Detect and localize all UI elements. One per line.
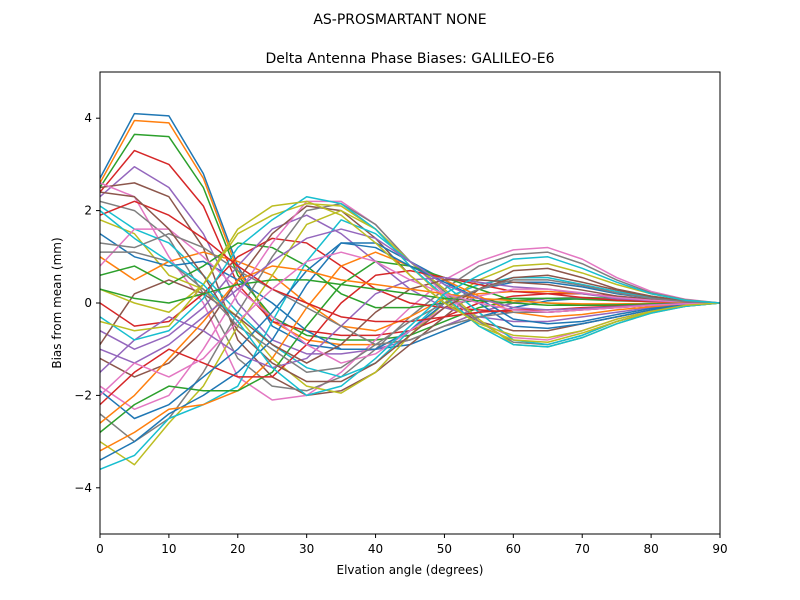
series-line-27 (100, 228, 720, 364)
x-tick-label: 10 (161, 542, 176, 556)
x-tick-label: 40 (368, 542, 383, 556)
x-tick-label: 90 (712, 542, 727, 556)
x-tick-label: 20 (230, 542, 245, 556)
series-line-31 (100, 242, 720, 420)
x-tick-label: 70 (575, 542, 590, 556)
series-line-40 (100, 210, 720, 397)
series-line-36 (100, 191, 720, 383)
y-tick-label: −2 (74, 388, 92, 402)
y-tick-label: −4 (74, 481, 92, 495)
y-axis-label: Bias from mean (mm) (50, 237, 64, 368)
x-tick-label: 50 (437, 542, 452, 556)
y-tick-label: 0 (84, 296, 92, 310)
series-line-33 (100, 279, 720, 307)
series-line-37 (100, 251, 720, 396)
series-line-24 (100, 269, 720, 406)
y-tick-label: 4 (84, 111, 92, 125)
chart-title: Delta Antenna Phase Biases: GALILEO-E6 (265, 51, 554, 67)
y-axis: −4 −2 0 2 4 (74, 111, 100, 495)
series-line-35 (100, 228, 720, 364)
series-line-32 (100, 265, 720, 424)
x-axis-label: Elvation angle (degrees) (337, 563, 484, 577)
chart-suptitle: AS-PROSMARTANT NONE (313, 12, 486, 28)
series-line-38 (100, 251, 720, 374)
x-tick-label: 80 (643, 542, 658, 556)
x-tick-label: 0 (96, 542, 104, 556)
x-tick-label: 30 (299, 542, 314, 556)
y-tick-label: 2 (84, 204, 92, 218)
x-axis: 0 10 20 30 40 50 60 70 80 90 (96, 534, 728, 556)
series-layer (100, 112, 720, 471)
x-tick-label: 60 (506, 542, 521, 556)
